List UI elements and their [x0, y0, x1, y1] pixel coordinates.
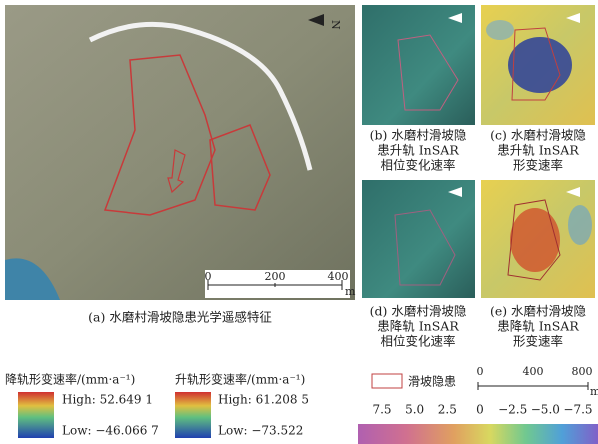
hazard-outline [397, 34, 459, 111]
legend: 降轨形变速率/(mm·a⁻¹) High: 52.649 1 Low: −46.… [5, 365, 598, 444]
caption: (e) 水磨村滑坡隐 [490, 304, 586, 319]
caption: 形变速率 [513, 334, 563, 349]
hazard-outline [103, 54, 216, 216]
slide-arrow [167, 149, 186, 194]
hazard-outline [394, 209, 456, 286]
colorbar-label: 5.0 [405, 403, 424, 417]
scale-label: 0 [205, 270, 212, 283]
colorbar-label: 7.5 [372, 403, 391, 417]
scale-label: 800 [572, 365, 593, 378]
scale-label: 400 [523, 365, 544, 378]
caption: (a) 水磨村滑坡隐患光学遥感特征 [88, 310, 272, 325]
colorbar-label: −7.5 [563, 403, 592, 417]
scale-label: 0 [477, 365, 484, 378]
road [88, 21, 313, 171]
colorbar-label: −5.0 [531, 403, 560, 417]
legend-low: Low: −46.066 7 [62, 424, 159, 438]
caption: 患降轨 InSAR [497, 319, 579, 334]
panel-c: (c) 水磨村滑坡隐 患升轨 InSAR 形变速率 [481, 5, 595, 173]
scale-bar [207, 280, 343, 290]
legend-title: 降轨形变速率/(mm·a⁻¹) [5, 372, 135, 387]
hazard-label: 滑坡隐患 [408, 375, 456, 389]
panel-e: (e) 水磨村滑坡隐 患降轨 InSAR 形变速率 [481, 180, 595, 349]
legend-high: High: 61.208 5 [218, 393, 309, 407]
panel-d: (d) 水磨村滑坡隐 患降轨 InSAR 相位变化速率 [362, 180, 475, 349]
hazard-outline [209, 124, 271, 211]
scale-label: 400 [328, 270, 349, 283]
caption: 患升轨 InSAR [377, 143, 459, 158]
river [5, 258, 60, 300]
scale-unit: m [590, 385, 598, 398]
color-ramp [175, 392, 211, 438]
caption: 相位变化速率 [380, 158, 455, 173]
colorbar-label: −2.5 [498, 403, 527, 417]
panel-b: (b) 水磨村滑坡隐 患升轨 InSAR 相位变化速率 [362, 5, 475, 173]
hazard-outline [507, 199, 561, 281]
scale-unit: m [345, 285, 356, 298]
caption: (d) 水磨村滑坡隐 [370, 304, 467, 319]
caption: 相位变化速率 [380, 334, 455, 349]
colorbar-labels: 7.5 5.0 2.5 0 −2.5 −5.0 −7.5 [372, 403, 592, 417]
phase-image [362, 5, 475, 125]
color-ramp [18, 392, 54, 438]
hazard-outline [511, 27, 561, 101]
colorbar [358, 424, 598, 444]
caption: 形变速率 [513, 158, 563, 173]
panel-a: N 0 200 400 m (a) 水磨村滑坡隐患光学遥感特征 [5, 5, 356, 325]
caption: 患降轨 InSAR [377, 319, 459, 334]
hazard-swatch [371, 373, 403, 389]
caption: (c) 水磨村滑坡隐 [490, 128, 586, 143]
scale-box [205, 270, 350, 298]
caption: 患升轨 InSAR [497, 143, 579, 158]
scale-bar [477, 382, 589, 390]
phase-image [362, 180, 475, 298]
north-arrow: N [308, 14, 342, 30]
caption: (b) 水磨村滑坡隐 [370, 128, 467, 143]
colorbar-label: 2.5 [438, 403, 457, 417]
north-label: N [329, 20, 342, 30]
legend-title: 升轨形变速率/(mm·a⁻¹) [175, 372, 305, 387]
legend-high: High: 52.649 1 [62, 393, 153, 407]
legend-low: Low: −73.522 [218, 424, 303, 438]
colorbar-label: 0 [476, 403, 484, 417]
scale-label: 200 [265, 270, 286, 283]
